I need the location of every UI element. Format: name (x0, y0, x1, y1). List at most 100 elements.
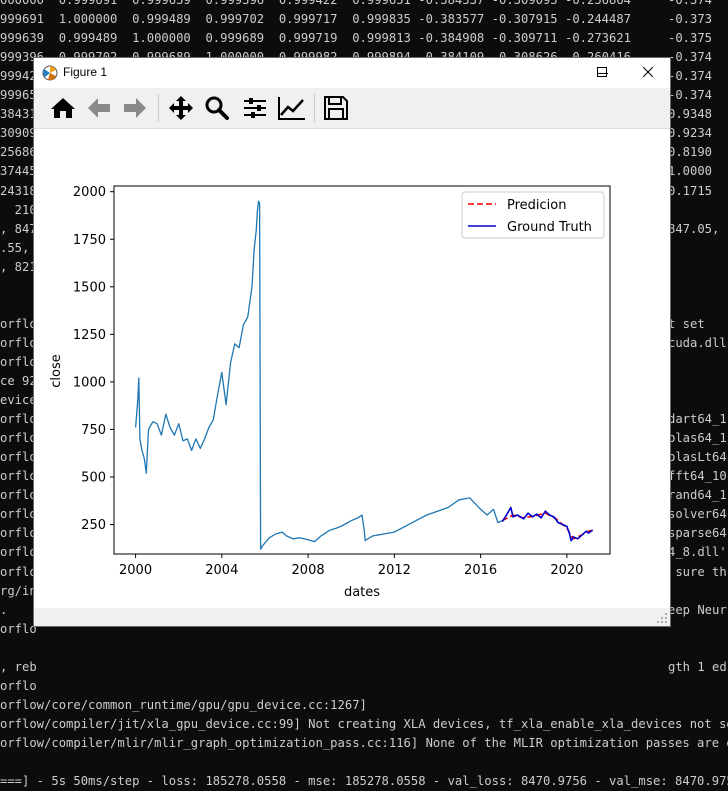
terminal-line-right: sure th (668, 564, 727, 579)
terminal-line: orflo (0, 507, 37, 522)
terminal-line-right: cuda.dll (668, 335, 727, 350)
terminal-line: 37445 (0, 164, 37, 179)
resize-grip-icon[interactable] (656, 612, 668, 624)
back-button[interactable] (82, 92, 116, 124)
terminal-line: 999639 0.999489 1.000000 0.999689 0.9997… (0, 31, 632, 46)
terminal-line: orflo (0, 412, 37, 427)
minimize-button-spacer (534, 58, 580, 88)
terminal-line-right (668, 372, 728, 391)
terminal-line-right (668, 582, 728, 601)
series-history-line (134, 200, 503, 550)
figure-window: Figure 1 (33, 57, 671, 627)
terminal-line-right: -0.374 (668, 88, 713, 103)
terminal-line-right: fft64_10 (668, 469, 727, 484)
forward-arrow-icon (124, 98, 146, 118)
terminal-line: 000000 0.999691 0.999639 0.999396 0.9994… (0, 0, 632, 7)
terminal-line-right: eep Neur (668, 602, 727, 617)
terminal-line: 30909 (0, 126, 37, 141)
terminal-line (0, 753, 728, 772)
terminal-line: orflo (0, 450, 37, 465)
edit-axis-curves-icon (278, 97, 305, 120)
terminal-line-right: rand64_1 (668, 488, 727, 503)
terminal-line-right: -0.374 (668, 69, 713, 84)
toolbar-separator (158, 94, 159, 122)
maximize-icon (597, 67, 607, 77)
terminal-line: , 847 (0, 221, 37, 236)
status-bar (34, 608, 670, 626)
y-axis-label: close (49, 354, 64, 387)
y-tick-label: 500 (81, 470, 106, 485)
save-button[interactable] (319, 92, 353, 124)
y-tick-label: 1500 (73, 280, 106, 295)
y-tick-label: 1250 (73, 328, 106, 343)
terminal-line: orflo (0, 526, 37, 541)
maximize-button[interactable] (579, 57, 625, 87)
terminal-line: rg/in (0, 583, 37, 598)
x-tick-label: 2020 (550, 563, 583, 578)
terminal-line: 99965 (0, 88, 37, 103)
save-floppy-icon (324, 96, 348, 120)
terminal-line-right: 847.05, (668, 221, 720, 236)
terminal-line: .55, (0, 240, 37, 255)
y-tick-label: 1750 (73, 233, 106, 248)
terminal-line: 38431 (0, 107, 37, 122)
window-title: Figure 1 (63, 65, 108, 79)
legend-box (461, 191, 605, 239)
x-tick-label: 2000 (119, 563, 152, 578)
terminal-line-right: gth 1 ed (668, 659, 727, 674)
legend-label-ground-truth: Ground Truth (507, 220, 592, 235)
series-layer (134, 200, 594, 550)
terminal-line-right: 0.9234 (668, 126, 713, 141)
zoom-button[interactable] (200, 92, 234, 124)
terminal-line-right: blas64_1 (668, 431, 727, 446)
close-icon (642, 66, 654, 78)
legend-label-prediction: Predicion (507, 198, 566, 213)
terminal-line: evice (0, 393, 37, 408)
terminal-line: ===] - 5s 50ms/step - loss: 185278.0558 … (0, 774, 728, 789)
y-axis-ticks: 250 500 750 1000 1250 1500 1750 2000 (73, 185, 114, 533)
terminal-line: orflo (0, 469, 37, 484)
terminal-line-right: 0.9348 (668, 107, 713, 122)
terminal-line-right (668, 296, 728, 315)
zoom-magnifier-icon (205, 96, 229, 120)
terminal-line-right (668, 258, 728, 277)
terminal-line-right (668, 391, 728, 410)
terminal-line: orflo (0, 316, 37, 331)
terminal-line-right (668, 639, 728, 658)
terminal-line-right (668, 201, 728, 220)
terminal-line-right: -0.375 (668, 31, 713, 46)
y-tick-label: 1000 (73, 375, 106, 390)
forward-button[interactable] (118, 92, 152, 124)
title-bar[interactable]: Figure 1 (34, 58, 670, 88)
terminal-line-right (668, 239, 728, 258)
terminal-line: orflo (0, 621, 37, 636)
terminal-line-right (668, 353, 728, 372)
terminal-line: orflo (0, 678, 37, 693)
terminal-line: orflo (0, 545, 37, 560)
terminal-line (0, 639, 728, 658)
terminal-line: , reb (0, 659, 37, 674)
terminal-line: orflow/core/common_runtime/gpu/gpu_devic… (0, 697, 367, 712)
back-arrow-icon (88, 98, 110, 118)
terminal-line: orflo (0, 488, 37, 503)
close-button[interactable] (625, 57, 671, 87)
terminal-line-right: 4_8.dll' (668, 545, 727, 560)
terminal-line-right: -0.373 (668, 12, 713, 27)
terminal-line: 24318 (0, 183, 37, 198)
y-tick-label: 750 (81, 423, 106, 438)
matplotlib-app-icon (42, 65, 58, 81)
series-ground-truth-line (501, 506, 594, 542)
configure-subplots-button[interactable] (238, 92, 272, 124)
edit-axis-button[interactable] (275, 92, 309, 124)
home-button[interactable] (46, 92, 80, 124)
plot-canvas[interactable]: 250 500 750 1000 1250 1500 1750 2000 2000 2004 20… (34, 128, 670, 611)
terminal-line: 999691 1.000000 0.999489 0.999702 0.9997… (0, 12, 632, 27)
pan-button[interactable] (164, 92, 198, 124)
navigation-toolbar (34, 88, 670, 128)
terminal-line: orflow/compiler/mlir/mlir_graph_optimiza… (0, 735, 728, 750)
x-tick-label: 2012 (378, 563, 411, 578)
terminal-line: orflow/compiler/jit/xla_gpu_device.cc:99… (0, 716, 728, 731)
configure-subplots-icon (244, 98, 266, 118)
axes-frame (113, 185, 611, 555)
